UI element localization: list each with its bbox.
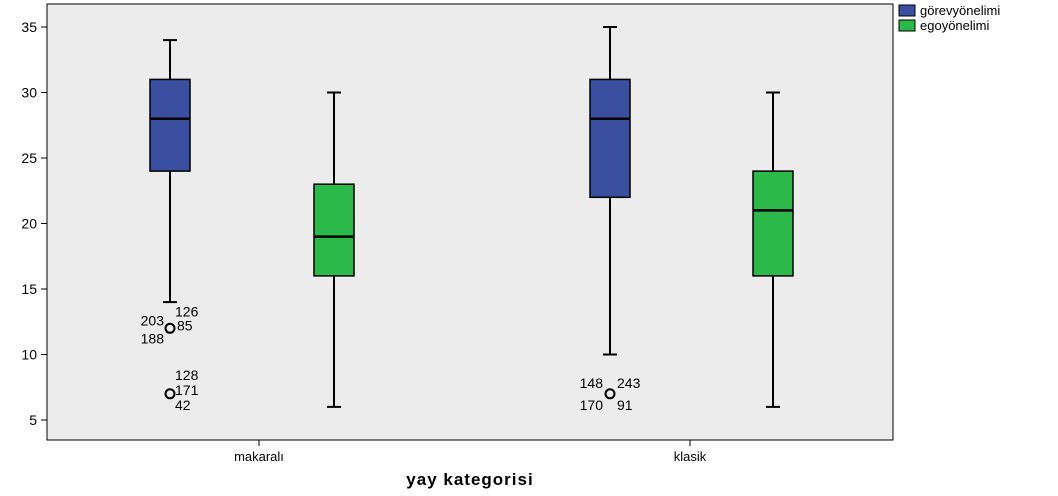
x-tick-label: makaralı bbox=[234, 449, 284, 464]
y-tick-label: 15 bbox=[21, 281, 37, 297]
outlier-marker bbox=[164, 322, 176, 334]
y-tick-label: 10 bbox=[21, 347, 37, 363]
legend-label: egoyönelimi bbox=[920, 18, 989, 33]
legend-swatch bbox=[898, 19, 916, 32]
outlier-label: 126 bbox=[175, 303, 199, 319]
outlier-label: 203 bbox=[141, 312, 165, 328]
x-axis: makaralı klasik bbox=[234, 440, 707, 464]
outlier-marker bbox=[164, 388, 176, 400]
legend-swatch bbox=[898, 4, 916, 17]
y-tick-label: 35 bbox=[21, 19, 37, 35]
y-tick-label: 5 bbox=[29, 412, 37, 428]
outlier-label: 128 bbox=[175, 367, 199, 383]
outlier-label: 85 bbox=[177, 317, 193, 333]
outlier-label: 243 bbox=[617, 375, 641, 391]
outlier-marker bbox=[604, 388, 616, 400]
x-tick-label: klasik bbox=[674, 449, 707, 464]
outlier-label: 148 bbox=[580, 375, 604, 391]
outlier-label: 170 bbox=[580, 397, 604, 413]
box-ego-0 bbox=[313, 91, 355, 408]
box-gorev-0 bbox=[149, 39, 191, 304]
outlier-label: 91 bbox=[617, 397, 633, 413]
y-tick-label: 30 bbox=[21, 85, 37, 101]
y-tick-label: 20 bbox=[21, 216, 37, 232]
outlier-label: 171 bbox=[175, 382, 199, 398]
outlier-label: 188 bbox=[141, 330, 165, 346]
legend-label: görevyönelimi bbox=[920, 3, 1000, 18]
iqr-box bbox=[589, 78, 631, 199]
y-tick-label: 25 bbox=[21, 150, 37, 166]
box-ego-1 bbox=[752, 91, 794, 408]
iqr-box bbox=[149, 78, 191, 172]
iqr-box bbox=[752, 170, 794, 277]
x-axis-title: yay kategorisi bbox=[406, 470, 533, 489]
box-groups bbox=[149, 26, 794, 408]
box-gorev-1 bbox=[589, 26, 631, 356]
y-axis: 5 10 15 20 25 30 35 bbox=[21, 19, 47, 428]
iqr-box bbox=[313, 183, 355, 277]
outlier-label: 42 bbox=[175, 397, 191, 413]
plot-area bbox=[46, 3, 894, 441]
